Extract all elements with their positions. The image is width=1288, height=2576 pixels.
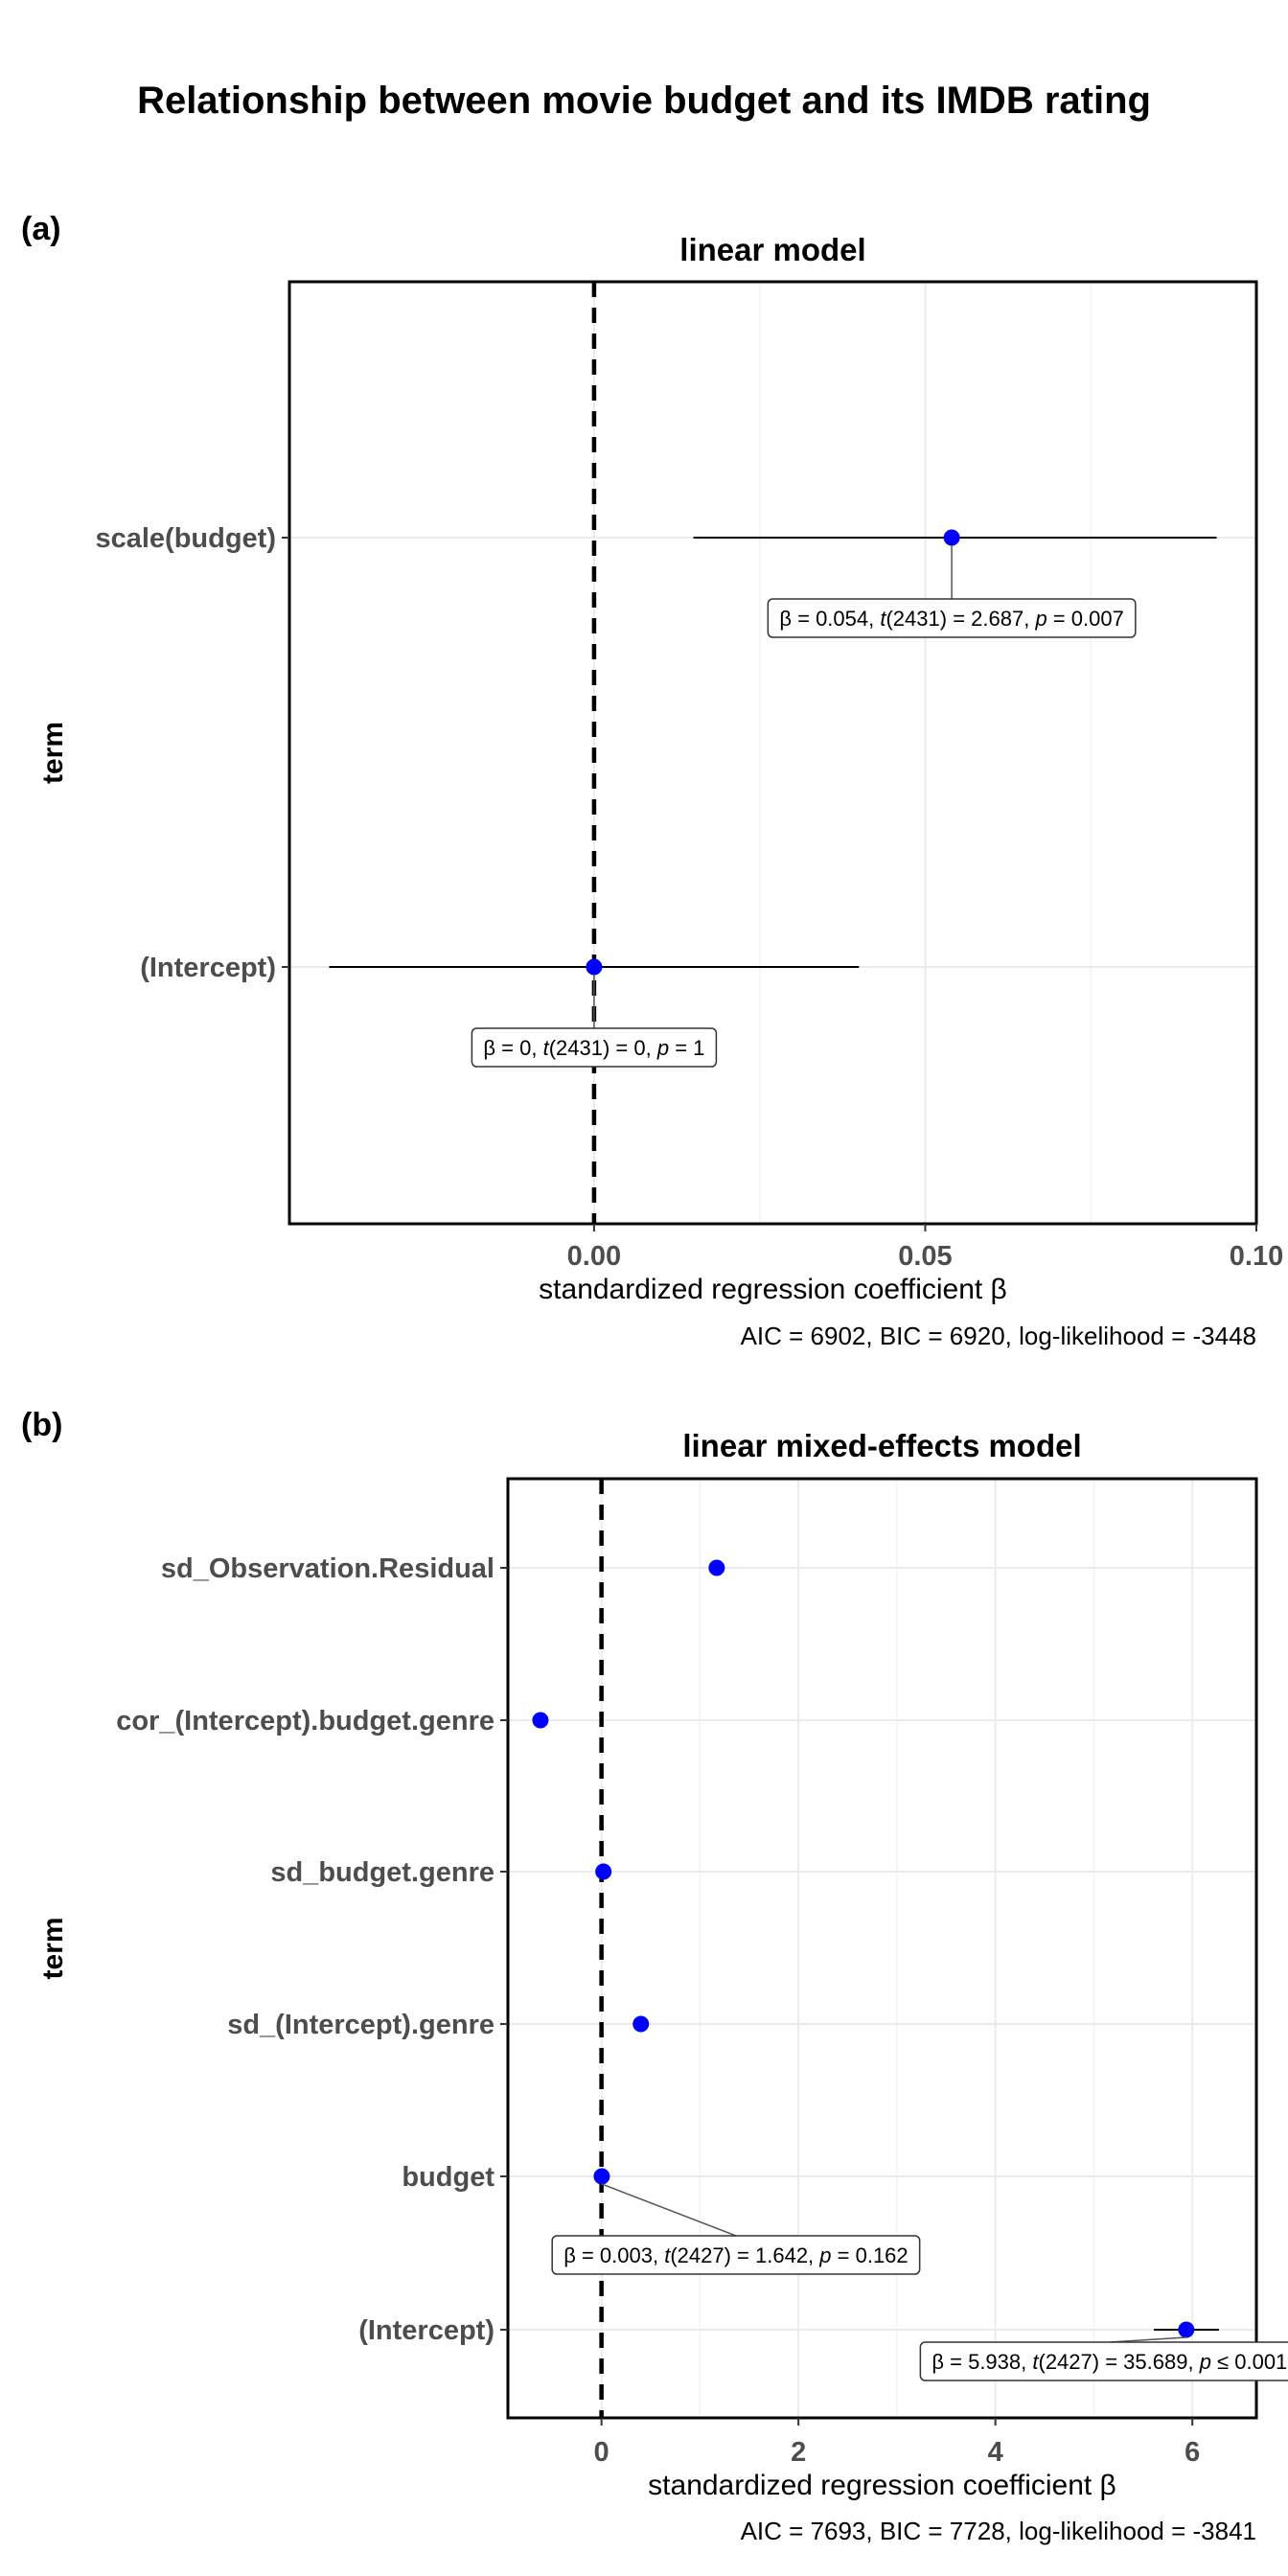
panel-border <box>288 280 1258 1226</box>
coef-label-scale-budget: β = 0.054, t(2431) = 2.687, p = 0.007 <box>767 598 1137 638</box>
coef-label-part: (2427) = 1.642, <box>670 2243 819 2267</box>
coef-label-text: β = 0, t(2431) = 0, p = 1 <box>483 1036 704 1060</box>
y-tick-label-intercept: (Intercept) <box>140 953 276 983</box>
point-sd-budget-genre <box>595 1863 612 1880</box>
coef-label-box <box>919 2341 1288 2381</box>
coef-label-text: β = 0.003, t(2427) = 1.642, p = 0.162 <box>564 2243 908 2267</box>
coef-label-connector <box>1109 2336 1186 2343</box>
coef-label-part: t <box>880 607 886 631</box>
panel-title: linear model <box>679 232 865 267</box>
coef-label-budget: β = 0.003, t(2427) = 1.642, p = 0.162 <box>551 2235 921 2275</box>
panel-tag: (b) <box>21 1407 62 1443</box>
panel-border <box>506 1477 1258 2420</box>
coef-label-box <box>551 2235 921 2275</box>
y-tick-label-budget: budget <box>402 2162 494 2193</box>
panel-a: (a) linear model 0.00 0.05 0.10 standardized … <box>21 211 1283 1350</box>
coef-label-part: (2431) = 2.687, <box>886 607 1035 631</box>
y-tick-label-scale-budget: scale(budget) <box>95 523 276 554</box>
y-tick-label-cor-intercept-budget-genre: cor_(Intercept).budget.genre <box>116 1706 494 1736</box>
x-tick-label: 0 <box>594 2437 610 2468</box>
point-intercept <box>1178 2321 1195 2338</box>
x-tick-label: 4 <box>988 2437 1003 2468</box>
coef-label-connector <box>601 2183 737 2237</box>
coef-label-part: (2427) = 35.689, <box>1039 2350 1200 2374</box>
x-tick-label: 0.05 <box>898 1241 952 1272</box>
x-tick-label: 0.10 <box>1230 1241 1283 1272</box>
x-tick-label: 2 <box>791 2437 806 2468</box>
panel-title: linear mixed-effects model <box>682 1428 1081 1463</box>
model-caption: AIC = 7693, BIC = 7728, log-likelihood =… <box>741 2517 1256 2545</box>
x-tick-label: 0.00 <box>567 1241 621 1272</box>
coef-label-part: p <box>656 1036 669 1060</box>
coef-label-part: p <box>1034 607 1046 631</box>
coef-label-part: β = 0, <box>483 1036 542 1060</box>
coef-label-part: ≤ 0.001 <box>1211 2350 1287 2374</box>
x-tick-label: 6 <box>1184 2437 1200 2468</box>
coef-label-part: t <box>543 1036 550 1060</box>
y-tick-label-intercept: (Intercept) <box>358 2315 494 2346</box>
model-caption: AIC = 6902, BIC = 6920, log-likelihood =… <box>741 1322 1256 1350</box>
y-axis-title: term <box>37 722 69 784</box>
point-sd-intercept-genre <box>632 2015 650 2033</box>
point-scale-budget <box>943 529 960 546</box>
coef-label-text: β = 5.938, t(2427) = 35.689, p ≤ 0.001 <box>932 2350 1287 2374</box>
coef-label-part: β = 0.054, <box>779 607 880 631</box>
main-title: Relationship between movie budget and it… <box>137 80 1151 122</box>
coef-label-part: t <box>664 2243 671 2267</box>
y-tick-label-sd-budget-genre: sd_budget.genre <box>270 1857 494 1888</box>
point-cor-intercept-budget-genre <box>532 1712 549 1729</box>
x-axis-title: standardized regression coefficient β <box>539 1274 1007 1305</box>
panel-tag: (a) <box>21 211 61 247</box>
panel-b: (b) linear mixed-effects model 0 2 4 6 standar… <box>21 1407 1288 2545</box>
point-intercept <box>586 958 603 976</box>
coef-label-intercept: β = 5.938, t(2427) = 35.689, p ≤ 0.001 <box>919 2341 1288 2381</box>
coef-label-intercept: β = 0, t(2431) = 0, p = 1 <box>471 1027 718 1068</box>
coef-label-box <box>471 1027 718 1068</box>
point-budget <box>593 2168 610 2185</box>
coef-label-part: β = 0.003, <box>564 2243 664 2267</box>
coef-label-part: (2431) = 0, <box>549 1036 657 1060</box>
coef-label-part: β = 5.938, <box>932 2350 1032 2374</box>
point-sd-observation-residual <box>708 1559 725 1576</box>
y-tick-label-sd-intercept-genre: sd_(Intercept).genre <box>227 2010 494 2040</box>
coef-label-text: β = 0.054, t(2431) = 2.687, p = 0.007 <box>779 607 1123 631</box>
coef-label-part: p <box>818 2243 831 2267</box>
coef-label-part: = 0.007 <box>1047 607 1124 631</box>
y-axis-title: term <box>37 1917 69 1979</box>
coef-label-part: = 0.162 <box>832 2243 908 2267</box>
x-axis-title: standardized regression coefficient β <box>648 2470 1116 2501</box>
coef-label-part: t <box>1032 2350 1039 2374</box>
y-tick-label-sd-observation-residual: sd_Observation.Residual <box>161 1553 494 1584</box>
coef-label-part: p <box>1199 2350 1211 2374</box>
coef-label-part: = 1 <box>669 1036 704 1060</box>
coef-label-box <box>767 598 1137 638</box>
